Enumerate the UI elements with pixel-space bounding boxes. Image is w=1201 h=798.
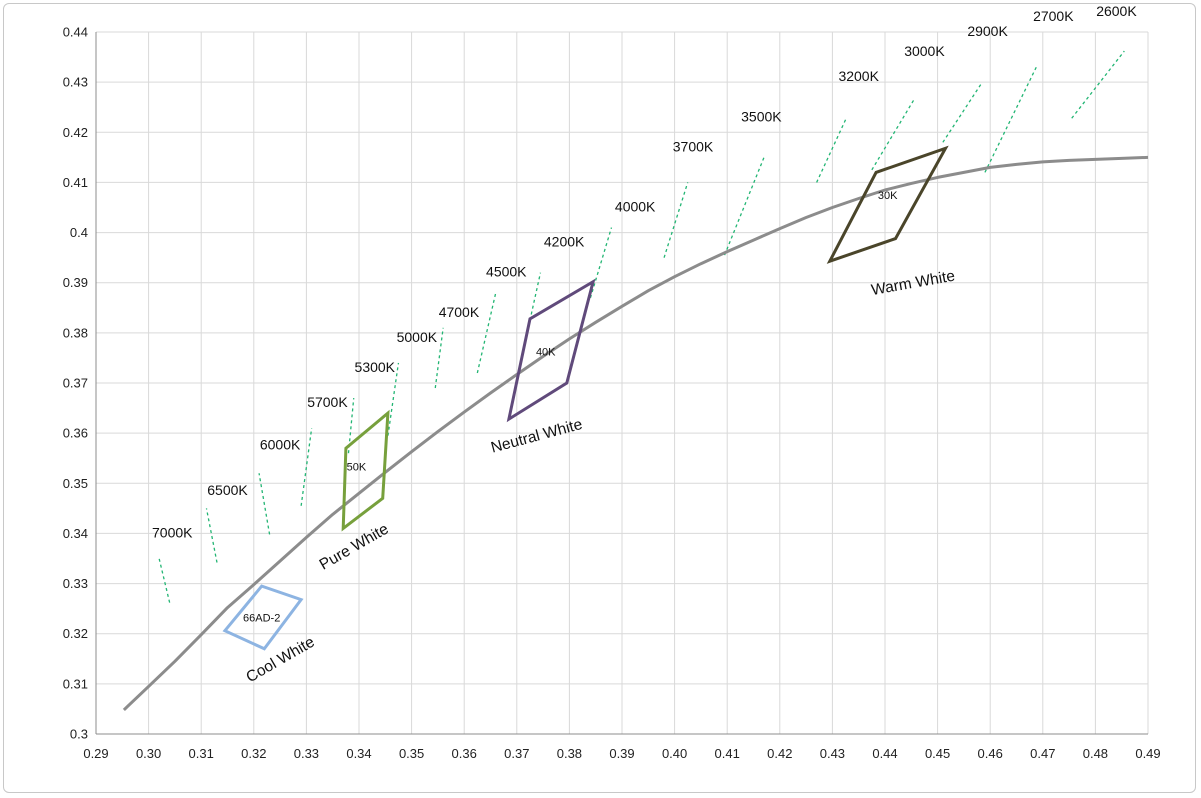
x-tick-label: 0.44 <box>872 746 897 761</box>
x-tick-label: 0.43 <box>820 746 845 761</box>
isotherm-line-3500k <box>723 157 765 256</box>
y-tick-label: 0.43 <box>63 75 88 90</box>
y-tick-label: 0.31 <box>63 676 88 691</box>
x-tick-label: 0.48 <box>1083 746 1108 761</box>
x-tick-label: 0.29 <box>83 746 108 761</box>
locus-line <box>122 155 1149 711</box>
region-neutral-white <box>506 278 596 423</box>
axes: 0.29 0.30 0.31 0.32 0.33 0.34 0.35 0.36 0.37 0.38… <box>63 25 1161 762</box>
cct-label-6500k: 6500K <box>207 482 248 498</box>
cct-label-5700k: 5700K <box>307 394 348 410</box>
y-tick-label: 0.33 <box>63 576 88 591</box>
x-tick-label: 0.31 <box>189 746 214 761</box>
cct-label-3200k: 3200K <box>838 68 879 84</box>
cct-label-2700k: 2700K <box>1033 8 1074 24</box>
region-warm-white <box>826 145 949 264</box>
planckian-locus <box>122 155 1149 711</box>
white-regions <box>222 145 949 651</box>
isotherm-line-6000k <box>258 473 271 535</box>
cct-label-3000k: 3000K <box>904 43 945 59</box>
x-tick-label: 0.42 <box>767 746 792 761</box>
cct-label-3500k: 3500K <box>741 108 782 124</box>
chart-frame <box>3 3 1196 793</box>
y-tick-label: 0.36 <box>63 426 88 441</box>
y-tick-label: 0.44 <box>63 25 88 40</box>
region-label-neutral-white: Neutral White <box>489 416 584 457</box>
x-tick-label: 0.40 <box>662 746 687 761</box>
region-cool-white <box>222 584 304 651</box>
region-label-pure-white: Pure White <box>317 521 392 574</box>
x-tick-label: 0.30 <box>136 746 161 761</box>
bin-label-warm-white: 30K <box>878 190 898 202</box>
bin-label-neutral-white: 40K <box>536 346 556 358</box>
cct-label-5000k: 5000K <box>397 329 438 345</box>
cct-label-4500k: 4500K <box>486 264 527 280</box>
cct-label-4700k: 4700K <box>439 304 480 320</box>
y-tick-label: 0.41 <box>63 175 88 190</box>
bin-label-pure-white: 50K <box>347 462 367 474</box>
isotherm-line-5000k <box>387 362 400 436</box>
x-tick-label: 0.32 <box>241 746 266 761</box>
x-tick-label: 0.47 <box>1030 746 1055 761</box>
y-tick-label: 0.39 <box>63 275 88 290</box>
y-tick-label: 0.42 <box>63 125 88 140</box>
cct-label-7000k: 7000K <box>152 524 193 540</box>
x-tick-label: 0.37 <box>504 746 529 761</box>
isotherm-line-2900k <box>942 81 983 143</box>
isotherm-line-2700k <box>984 64 1039 173</box>
x-tick-label: 0.34 <box>346 746 371 761</box>
y-tick-label: 0.34 <box>63 526 88 541</box>
cct-label-5300k: 5300K <box>355 359 396 375</box>
isotherm-line-4200k <box>529 272 542 321</box>
y-tick-label: 0.38 <box>63 325 88 340</box>
x-tick-label: 0.39 <box>609 746 634 761</box>
y-tick-label: 0.3 <box>70 727 88 742</box>
x-tick-label: 0.33 <box>294 746 319 761</box>
isotherm-line-6500k <box>205 508 218 563</box>
isotherm-line-3700k <box>663 182 689 258</box>
y-tick-label: 0.32 <box>63 626 88 641</box>
bin-label-cool-white: 66AD-2 <box>243 613 280 625</box>
isotherm-line-4500k <box>476 292 497 374</box>
x-tick-label: 0.35 <box>399 746 424 761</box>
isotherm-lines <box>158 50 1125 603</box>
x-tick-label: 0.36 <box>452 746 477 761</box>
region-label-warm-white: Warm White <box>870 268 956 299</box>
y-tick-label: 0.35 <box>63 476 88 491</box>
isotherm-line-3200k <box>816 119 847 183</box>
isotherm-line-7000k <box>158 558 171 603</box>
cct-label-3700k: 3700K <box>673 138 714 154</box>
cct-label-4200k: 4200K <box>544 234 585 250</box>
isotherm-line-5700k <box>300 428 313 506</box>
region-pure-white <box>341 409 390 532</box>
x-tick-label: 0.38 <box>557 746 582 761</box>
cct-label-4000k: 4000K <box>615 199 656 215</box>
y-tick-label: 0.37 <box>63 376 88 391</box>
isotherm-line-4700k <box>434 327 444 389</box>
y-tick-label: 0.4 <box>70 225 88 240</box>
x-tick-label: 0.45 <box>925 746 950 761</box>
cct-label-2900k: 2900K <box>967 23 1008 39</box>
grid <box>95 31 1149 735</box>
cct-label-2600k: 2600K <box>1096 3 1137 19</box>
x-tick-label: 0.41 <box>715 746 740 761</box>
isotherm-line-4000k <box>589 227 613 298</box>
x-tick-label: 0.46 <box>978 746 1003 761</box>
isotherm-line-3000k <box>871 99 915 171</box>
isotherm-line-2600k <box>1071 50 1125 119</box>
x-tick-label: 0.49 <box>1135 746 1160 761</box>
cct-label-6000k: 6000K <box>260 437 301 453</box>
